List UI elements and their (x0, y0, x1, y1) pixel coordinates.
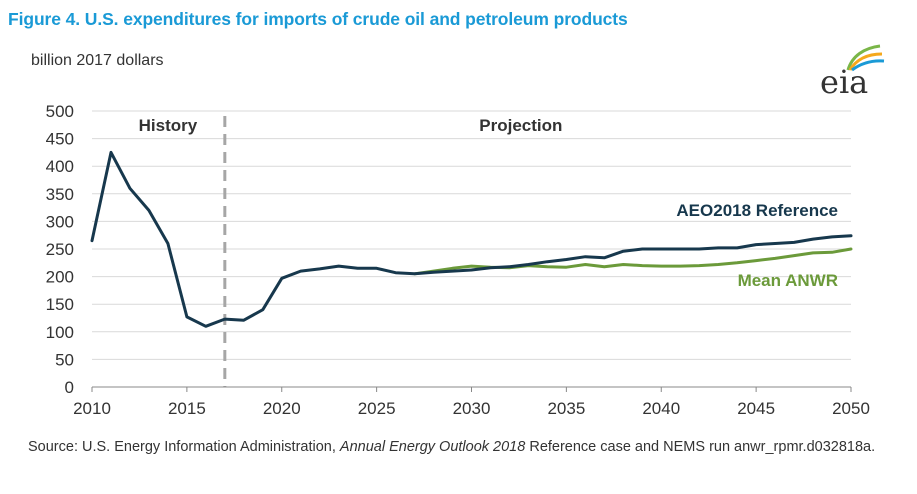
history-label: History (139, 116, 198, 135)
eia-logo: eia (818, 42, 898, 102)
y-tick-label: 50 (55, 350, 74, 369)
x-tick-label: 2015 (168, 399, 206, 418)
series-label-anwr: Mean ANWR (738, 271, 838, 290)
source-note: Source: U.S. Energy Information Administ… (28, 438, 888, 456)
source-suffix: Reference case and NEMS run anwr_rpmr.d0… (525, 439, 876, 455)
logo-leaf-orange (848, 52, 883, 71)
logo-leaf-blue (851, 59, 885, 72)
x-tick-label: 2040 (642, 399, 680, 418)
series-line-reference (90, 150, 853, 328)
logo-text: eia (820, 63, 869, 101)
logo-leaf-green (846, 44, 881, 71)
y-unit-label: billion 2017 dollars (31, 52, 164, 69)
y-tick-label: 350 (46, 185, 74, 204)
x-tick-label: 2045 (737, 399, 775, 418)
projection-label: Projection (479, 116, 562, 135)
x-tick-label: 2035 (547, 399, 585, 418)
x-tick-label: 2030 (453, 399, 491, 418)
x-tick-label: 2010 (73, 399, 111, 418)
series-label-reference: AEO2018 Reference (676, 201, 838, 220)
x-tick-label: 2025 (358, 399, 396, 418)
y-tick-label: 200 (46, 268, 74, 287)
y-tick-label: 0 (65, 378, 74, 397)
y-tick-label: 300 (46, 212, 74, 231)
y-tick-label: 400 (46, 157, 74, 176)
source-prefix: Source: U.S. Energy Information Administ… (28, 439, 340, 455)
y-tick-label: 250 (46, 240, 74, 259)
y-tick-label: 100 (46, 323, 74, 342)
x-tick-label: 2020 (263, 399, 301, 418)
figure-title: Figure 4. U.S. expenditures for imports … (8, 9, 628, 29)
source-italic: Annual Energy Outlook 2018 (339, 439, 526, 455)
y-tick-label: 450 (46, 130, 74, 149)
y-tick-label: 500 (46, 102, 74, 121)
x-tick-label: 2050 (832, 399, 870, 418)
logo-leaves-icon (846, 44, 885, 72)
y-tick-label: 150 (46, 295, 74, 314)
